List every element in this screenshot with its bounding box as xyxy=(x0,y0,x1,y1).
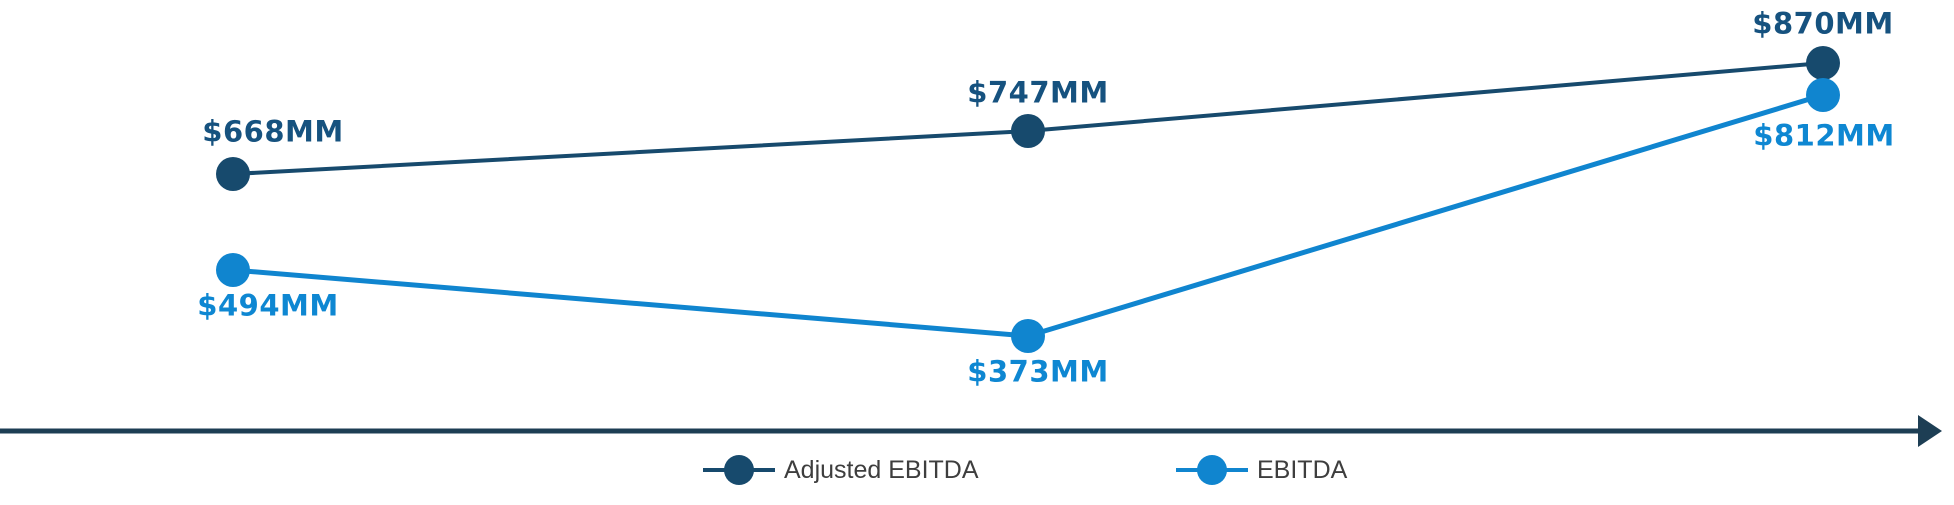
ebitda-point-0 xyxy=(216,253,250,287)
value-label-adjusted-ebitda-0: $668MM xyxy=(202,114,344,149)
value-label-adjusted-ebitda-2: $870MM xyxy=(1752,6,1894,41)
value-label-ebitda-0: $494MM xyxy=(197,288,339,323)
adjusted-ebitda-point-2 xyxy=(1806,46,1840,80)
value-label-adjusted-ebitda-1: $747MM xyxy=(967,75,1109,110)
adjusted-ebitda-point-0 xyxy=(216,157,250,191)
adjusted-ebitda-point-1 xyxy=(1011,114,1045,148)
value-label-ebitda-1: $373MM xyxy=(967,354,1109,389)
value-label-ebitda-2: $812MM xyxy=(1753,118,1895,153)
ebitda-point-1 xyxy=(1011,319,1045,353)
x-axis-arrowhead-icon xyxy=(1918,415,1942,447)
ebitda-point-2 xyxy=(1806,78,1840,112)
